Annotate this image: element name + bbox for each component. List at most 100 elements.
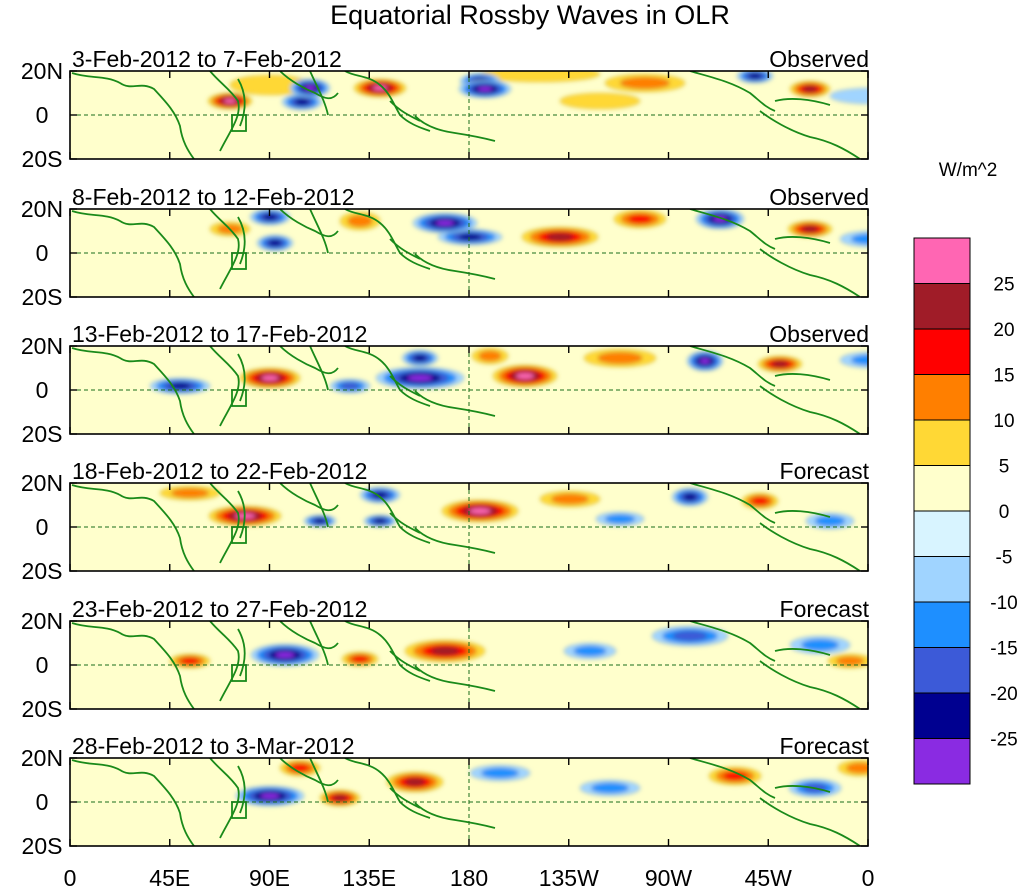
anomaly-contour <box>477 86 493 92</box>
colorbar-swatch <box>913 647 971 694</box>
coastline <box>689 621 776 662</box>
anomaly-contour <box>839 230 868 248</box>
y-tick-label: 20N <box>21 745 63 771</box>
anomaly-contour <box>628 214 652 224</box>
anomaly-contour <box>259 792 281 800</box>
colorbar-label: 15 <box>993 366 1014 387</box>
coastline <box>414 390 496 417</box>
panel: 20N 0 20S 13-Feb-2012 to 17-Feb-2012 Observe… <box>21 321 869 447</box>
coastline <box>774 510 831 518</box>
y-tick-label: 20S <box>22 833 63 859</box>
colorbar-swatch <box>913 601 971 648</box>
anomaly-contour <box>430 646 460 656</box>
x-tick-label: 135W <box>539 865 599 890</box>
colorbar-swatch <box>913 465 971 512</box>
anomaly-contour <box>374 518 386 524</box>
coastline <box>689 209 776 250</box>
coastline <box>759 248 861 297</box>
panel-period: 3-Feb-2012 to 7-Feb-2012 <box>72 46 342 72</box>
anomaly-contour <box>223 98 237 104</box>
coastline <box>414 802 496 829</box>
x-tick-label: 45W <box>745 865 793 890</box>
coastline <box>237 353 246 402</box>
coastline <box>890 71 920 93</box>
x-axis: 0 45E 90E 135E 180 135W 90W 45W 0 <box>64 865 875 890</box>
anomaly-contour <box>683 493 697 501</box>
colorbar-swatch <box>913 374 971 421</box>
coastline <box>279 346 339 375</box>
coastline <box>237 490 246 539</box>
coastline <box>344 209 431 270</box>
coastline <box>344 71 431 132</box>
coastline <box>209 346 240 427</box>
panel-period: 23-Feb-2012 to 27-Feb-2012 <box>72 596 367 622</box>
coastline <box>774 98 831 106</box>
anomaly-contour <box>604 514 636 524</box>
coastline <box>209 71 240 152</box>
panel-ticks <box>69 757 869 847</box>
y-tick-label: 20S <box>22 558 63 584</box>
panel: 20N 0 20S 23-Feb-2012 to 27-Feb-2012 Forecas… <box>21 596 870 722</box>
panel-period: 13-Feb-2012 to 17-Feb-2012 <box>72 321 367 347</box>
anomaly-contour <box>413 354 427 362</box>
coastlines <box>71 621 861 709</box>
panel-ticks <box>69 345 869 435</box>
panel: 20N 0 20S 8-Feb-2012 to 12-Feb-2012 Observed <box>21 184 920 310</box>
colorbar-label: -15 <box>990 639 1017 660</box>
colorbar-label: -20 <box>990 684 1017 705</box>
anomaly-field <box>71 71 920 159</box>
panel-status: Forecast <box>780 733 870 759</box>
y-tick-label: 20N <box>21 470 63 496</box>
coastline <box>774 785 831 793</box>
coastlines <box>71 71 920 159</box>
x-tick-label: 0 <box>64 865 77 890</box>
coastline <box>71 484 195 571</box>
anomaly-contour <box>261 374 279 382</box>
colorbar-swatch <box>913 328 971 375</box>
anomaly-contour <box>699 357 711 365</box>
coastline <box>689 71 776 112</box>
coastline <box>237 216 246 265</box>
anomaly-contour <box>839 351 868 369</box>
coastline <box>71 210 195 297</box>
colorbar: W/m^2 25 20 15 10 5 0 -5 -10 -15 -20 -25 <box>913 160 1018 785</box>
coastline <box>774 373 831 381</box>
y-tick-label: 20N <box>21 608 63 634</box>
anomaly-contour <box>515 372 535 380</box>
anomaly-contour <box>171 488 209 498</box>
coastline <box>71 759 195 846</box>
anomaly-field <box>71 621 868 709</box>
coastline <box>279 71 339 100</box>
panel: 20N 0 20S 18-Feb-2012 to 22-Feb-2012 Forecas… <box>21 458 870 584</box>
anomaly-contour <box>478 350 502 362</box>
coastline <box>389 375 421 397</box>
anomaly-contour <box>772 360 788 368</box>
panel: 20N 0 20S 28-Feb-2012 to 3-Mar-2012 Forecast <box>21 733 870 859</box>
coastline <box>890 209 920 231</box>
anomaly-field <box>71 758 868 846</box>
coastline <box>237 78 246 127</box>
anomaly-contour <box>404 778 426 786</box>
coastline <box>309 71 329 116</box>
x-tick-label: 0 <box>862 865 875 890</box>
y-tick-label: 0 <box>36 789 49 815</box>
panel-period: 18-Feb-2012 to 22-Feb-2012 <box>72 458 367 484</box>
coastline <box>389 100 421 122</box>
coastline <box>279 758 339 787</box>
coastline <box>389 512 421 534</box>
colorbar-units-label: W/m^2 <box>939 160 998 181</box>
anomaly-contour <box>851 354 868 366</box>
anomaly-contour <box>180 657 200 665</box>
y-tick-label: 20S <box>22 146 63 172</box>
colorbar-label: 5 <box>999 457 1010 478</box>
colorbar-label: 25 <box>993 275 1014 296</box>
panel-status: Observed <box>769 321 869 347</box>
anomaly-contour <box>801 639 839 651</box>
coastline <box>309 621 329 666</box>
x-tick-label: 180 <box>450 865 488 890</box>
panel-status: Forecast <box>780 596 870 622</box>
anomaly-contour <box>294 98 310 106</box>
anomaly-contour <box>620 77 670 89</box>
x-tick-label: 90W <box>645 865 693 890</box>
panel-status: Observed <box>769 184 869 210</box>
